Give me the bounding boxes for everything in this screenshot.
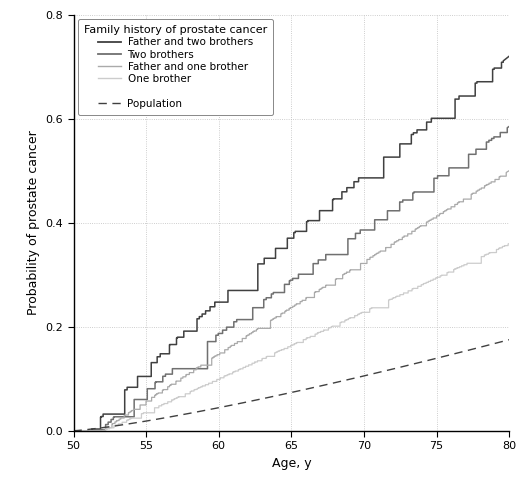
Legend: Father and two brothers, Two brothers, Father and one brother, One brother, , Po: Father and two brothers, Two brothers, F… bbox=[78, 19, 274, 115]
Y-axis label: Probability of prostate cancer: Probability of prostate cancer bbox=[27, 130, 40, 315]
X-axis label: Age, y: Age, y bbox=[271, 457, 311, 470]
